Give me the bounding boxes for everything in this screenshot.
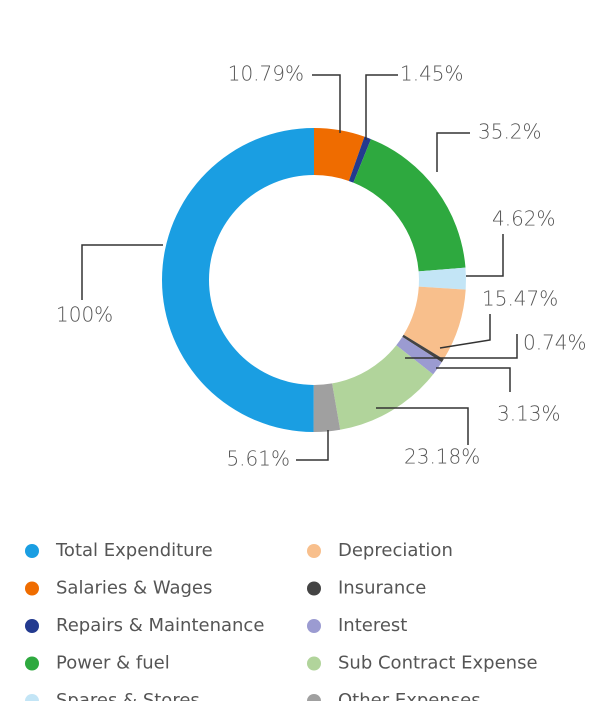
legend-marker [25, 694, 39, 701]
legend-label: Other Expenses [338, 690, 481, 701]
donut-slice [332, 345, 434, 430]
donut-slice [313, 383, 341, 432]
donut-slice [396, 336, 442, 375]
donut-slice [348, 136, 371, 183]
value-label: 0.74% [523, 331, 587, 355]
leader-line [405, 334, 518, 359]
leader-line [466, 234, 504, 277]
legend-label: Sub Contract Expense [338, 653, 538, 674]
legend-label: Salaries & Wages [56, 578, 212, 599]
legend-label: Depreciation [338, 540, 453, 561]
legend-marker [25, 581, 39, 596]
donut-slice [353, 139, 466, 272]
legend-label: Repairs & Maintenance [56, 615, 264, 636]
legend-marker [307, 619, 321, 633]
legend-label: Insurance [338, 578, 426, 599]
legend-marker [25, 544, 39, 558]
value-label: 23.18% [404, 445, 480, 469]
leader-line [376, 407, 469, 445]
leader-line [365, 74, 398, 140]
donut-slice [402, 334, 444, 363]
leader-line [296, 430, 329, 461]
legend-marker [307, 581, 321, 596]
legend-marker [307, 544, 321, 558]
leader-line [312, 74, 341, 133]
value-label: 10.79% [228, 62, 304, 86]
value-label: 15.47% [482, 287, 558, 311]
donut-slice [403, 286, 466, 360]
legend-label: Total Expenditure [55, 540, 213, 561]
donut-slice [162, 128, 314, 432]
donut-slice [418, 267, 466, 290]
leader-line [436, 367, 511, 392]
donut-slice [314, 128, 365, 181]
value-label: 5.61% [226, 447, 290, 471]
legend-label: Interest [338, 615, 407, 636]
value-label: 4.62% [492, 207, 556, 231]
leader-line [436, 132, 470, 172]
leader-line [81, 244, 163, 300]
leader-line [439, 314, 491, 349]
legend-marker [307, 656, 321, 671]
legend-marker [307, 694, 321, 701]
value-label: 100% [56, 303, 113, 327]
legend-marker [25, 619, 39, 633]
legend-label: Spares & Stores [56, 690, 200, 701]
value-label: 1.45% [400, 62, 464, 86]
legend-marker [25, 656, 39, 671]
legend-label: Power & fuel [56, 653, 170, 674]
value-label: 35.2% [478, 120, 542, 144]
value-label: 3.13% [497, 402, 561, 426]
